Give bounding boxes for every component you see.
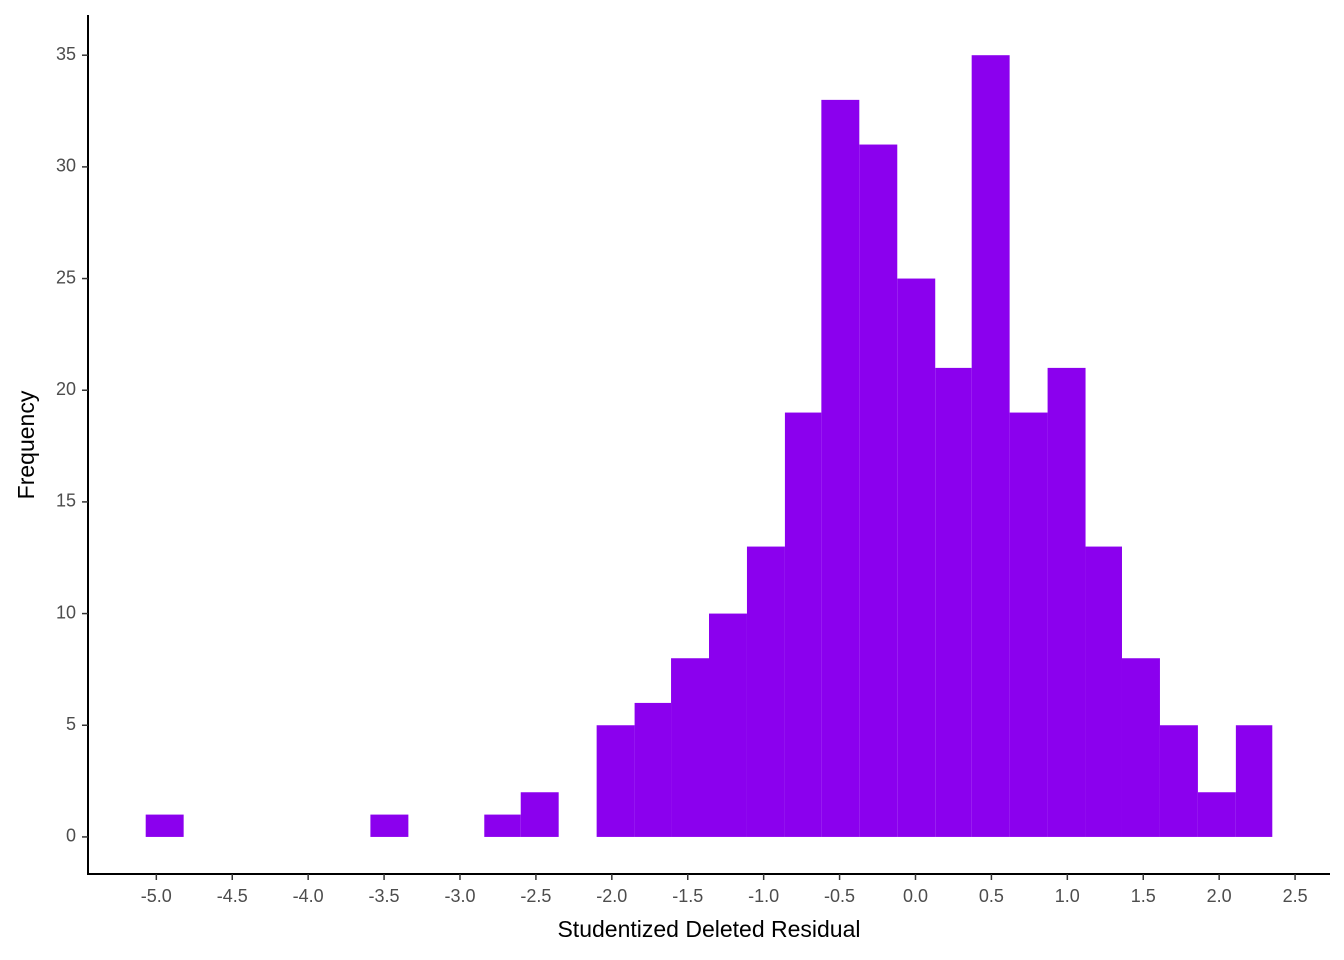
bar (709, 613, 747, 837)
x-tick-label: -0.5 (824, 886, 855, 906)
y-tick-label: 20 (56, 379, 76, 399)
y-tick-label: 15 (56, 491, 76, 511)
y-tick-label: 5 (66, 714, 76, 734)
bar (484, 814, 521, 837)
x-tick-label: -2.0 (596, 886, 627, 906)
bar (859, 144, 898, 837)
x-axis-title: Studentized Deleted Residual (557, 916, 860, 942)
x-tick-label: -1.5 (672, 886, 703, 906)
y-tick-label: 10 (56, 602, 76, 622)
bar (746, 546, 785, 837)
x-tick-label: 0.0 (903, 886, 928, 906)
y-tick-label: 30 (56, 156, 76, 176)
x-tick-label: 1.0 (1055, 886, 1080, 906)
bar (1009, 412, 1048, 837)
x-tick-label: 1.5 (1131, 886, 1156, 906)
bar (897, 278, 936, 837)
bar (1121, 658, 1160, 837)
x-tick-label: -4.0 (293, 886, 324, 906)
x-tick-label: 2.5 (1283, 886, 1308, 906)
bar (520, 792, 559, 837)
bar (784, 412, 822, 837)
y-tick-label: 25 (56, 267, 76, 287)
x-tick-label: -3.0 (444, 886, 475, 906)
bar (671, 658, 709, 837)
bar (821, 99, 860, 837)
bar (935, 367, 972, 837)
bar (1235, 725, 1273, 837)
bar (370, 814, 409, 837)
x-tick-label: -2.5 (520, 886, 551, 906)
bar (596, 725, 635, 837)
y-tick-label: 35 (56, 44, 76, 64)
y-axis-title: Frequency (13, 390, 39, 499)
bar (1159, 725, 1198, 837)
bar (145, 814, 184, 837)
y-tick-label: 0 (66, 826, 76, 846)
bar (1197, 792, 1236, 837)
bar (634, 702, 672, 837)
bar (1085, 546, 1122, 837)
x-tick-label: -1.0 (748, 886, 779, 906)
x-tick-label: -3.5 (369, 886, 400, 906)
x-tick-label: -4.5 (217, 886, 248, 906)
bar (971, 55, 1010, 837)
bar (1047, 367, 1086, 837)
x-tick-label: -5.0 (141, 886, 172, 906)
x-tick-label: 2.0 (1207, 886, 1232, 906)
x-tick-label: 0.5 (979, 886, 1004, 906)
